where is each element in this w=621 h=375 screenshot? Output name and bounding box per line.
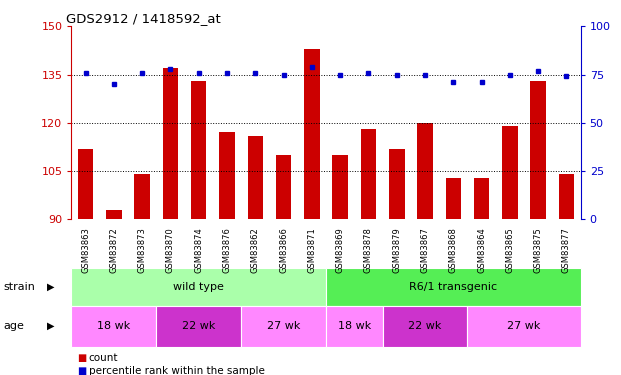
Bar (389, 148, 404, 219)
Bar (134, 174, 150, 219)
Bar (326, 268, 581, 306)
Bar (71, 306, 156, 347)
Bar (106, 210, 122, 219)
Bar (71, 268, 326, 306)
Text: count: count (89, 353, 119, 363)
Bar (304, 49, 320, 219)
Text: wild type: wild type (173, 282, 224, 292)
Bar (468, 306, 581, 347)
Text: age: age (3, 321, 24, 331)
Bar (219, 132, 235, 219)
Text: 18 wk: 18 wk (97, 321, 130, 331)
Bar (78, 148, 93, 219)
Bar (445, 177, 461, 219)
Bar (559, 174, 574, 219)
Bar (502, 126, 518, 219)
Bar (530, 81, 546, 219)
Text: 22 wk: 22 wk (409, 321, 442, 331)
Text: ▶: ▶ (47, 321, 55, 331)
Bar (417, 123, 433, 219)
Bar (326, 306, 383, 347)
Bar (163, 68, 178, 219)
Bar (361, 129, 376, 219)
Bar (474, 177, 489, 219)
Bar (276, 155, 291, 219)
Text: 18 wk: 18 wk (338, 321, 371, 331)
Text: 22 wk: 22 wk (182, 321, 215, 331)
Bar (191, 81, 207, 219)
Bar (241, 306, 326, 347)
Bar (383, 306, 468, 347)
Text: ■: ■ (78, 353, 87, 363)
Text: 27 wk: 27 wk (267, 321, 301, 331)
Text: ■: ■ (78, 366, 87, 375)
Text: R6/1 transgenic: R6/1 transgenic (409, 282, 497, 292)
Bar (248, 136, 263, 219)
Text: 27 wk: 27 wk (507, 321, 541, 331)
Bar (156, 306, 241, 347)
Text: ▶: ▶ (47, 282, 55, 292)
Bar (332, 155, 348, 219)
Text: percentile rank within the sample: percentile rank within the sample (89, 366, 265, 375)
Text: strain: strain (3, 282, 35, 292)
Text: GDS2912 / 1418592_at: GDS2912 / 1418592_at (66, 12, 221, 25)
